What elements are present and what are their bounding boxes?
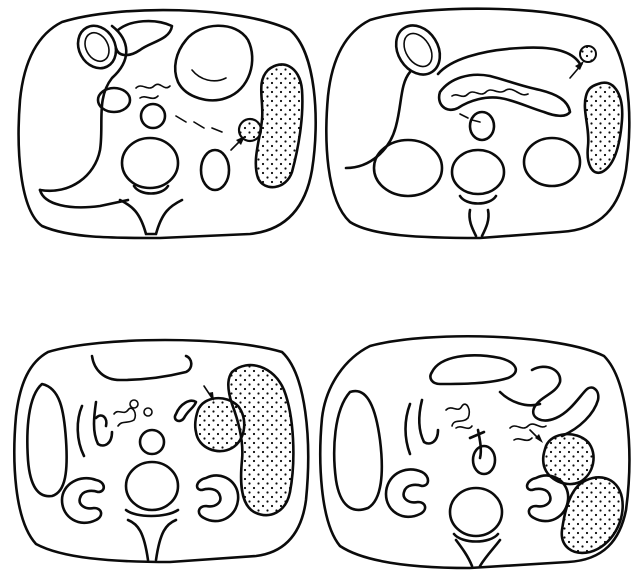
stippled-mass — [583, 81, 624, 175]
pancreas-squiggle — [445, 403, 473, 430]
pancreas — [437, 73, 572, 118]
stomach — [173, 24, 254, 102]
bowel-top — [90, 354, 193, 382]
vertebral-body — [120, 136, 180, 190]
liver — [38, 24, 128, 193]
small-lesion — [579, 45, 597, 63]
ring-structure-inner — [403, 32, 433, 68]
arrow-head — [575, 61, 584, 70]
stomach-fragment — [173, 399, 198, 423]
kidney-right — [522, 136, 582, 188]
bowel-loops — [530, 365, 600, 438]
vessel-dot — [143, 407, 153, 417]
stippled-mass-large — [226, 363, 295, 517]
spinal-canal — [452, 532, 500, 543]
liver — [344, 70, 412, 170]
kidney-left — [384, 468, 430, 519]
aorta — [139, 102, 167, 130]
panel-top-right — [325, 7, 631, 240]
kidney-left — [60, 477, 106, 525]
aorta — [471, 444, 497, 476]
panel-bottom-left — [13, 338, 310, 564]
arrow-head — [208, 392, 214, 401]
colon-left — [76, 400, 114, 458]
arrow-head — [535, 434, 543, 443]
liver-upper — [436, 46, 582, 76]
small-lesion — [237, 117, 263, 143]
liver-lobe — [114, 19, 174, 57]
panel-top-left — [17, 8, 317, 240]
spinous-process — [468, 208, 490, 238]
aorta — [468, 110, 496, 142]
aorta — [138, 428, 166, 456]
stippled-mass — [254, 63, 304, 189]
body-outline — [17, 8, 317, 240]
kidney — [199, 148, 231, 192]
vertebral-body — [448, 486, 504, 538]
liver — [26, 382, 68, 498]
kidney-left — [372, 138, 444, 198]
small-dashes — [459, 113, 481, 123]
vessel-dot — [129, 399, 139, 409]
spinous-process — [454, 538, 502, 568]
ring-structure-inner — [84, 31, 110, 63]
dashes — [175, 115, 223, 133]
ring-structure — [76, 24, 118, 70]
colon-left — [404, 398, 440, 456]
spinal-canal — [132, 184, 170, 195]
vertebral-body — [450, 148, 506, 196]
colon-left-inner — [94, 414, 108, 428]
stippled-mass-large — [560, 476, 624, 555]
vessel — [96, 86, 132, 114]
pancreas-squiggle — [113, 407, 137, 427]
stomach-inner — [191, 69, 227, 82]
ring-structure — [394, 24, 442, 76]
body-outline — [13, 338, 310, 564]
pancreas-texture — [451, 88, 529, 98]
arrow-head — [236, 136, 245, 145]
vertebral-body — [124, 460, 180, 512]
stippled-mass — [541, 432, 595, 486]
kidney-right — [195, 474, 240, 523]
vessel-line — [468, 428, 486, 460]
liver-lower — [38, 188, 130, 209]
stippled-mass — [193, 396, 246, 453]
liver — [332, 389, 384, 512]
body-outline — [319, 335, 631, 570]
bowel-top — [429, 354, 518, 386]
spinal-canal — [124, 508, 180, 518]
spinous-process — [118, 198, 184, 236]
panel-bottom-right — [319, 335, 631, 570]
spinous-process — [126, 518, 178, 562]
spinal-canal — [458, 194, 498, 205]
pancreas-squiggle-right — [509, 423, 547, 442]
body-outline — [325, 7, 631, 240]
bowel-loop-2 — [498, 390, 542, 407]
pancreas-squiggle — [135, 83, 171, 100]
